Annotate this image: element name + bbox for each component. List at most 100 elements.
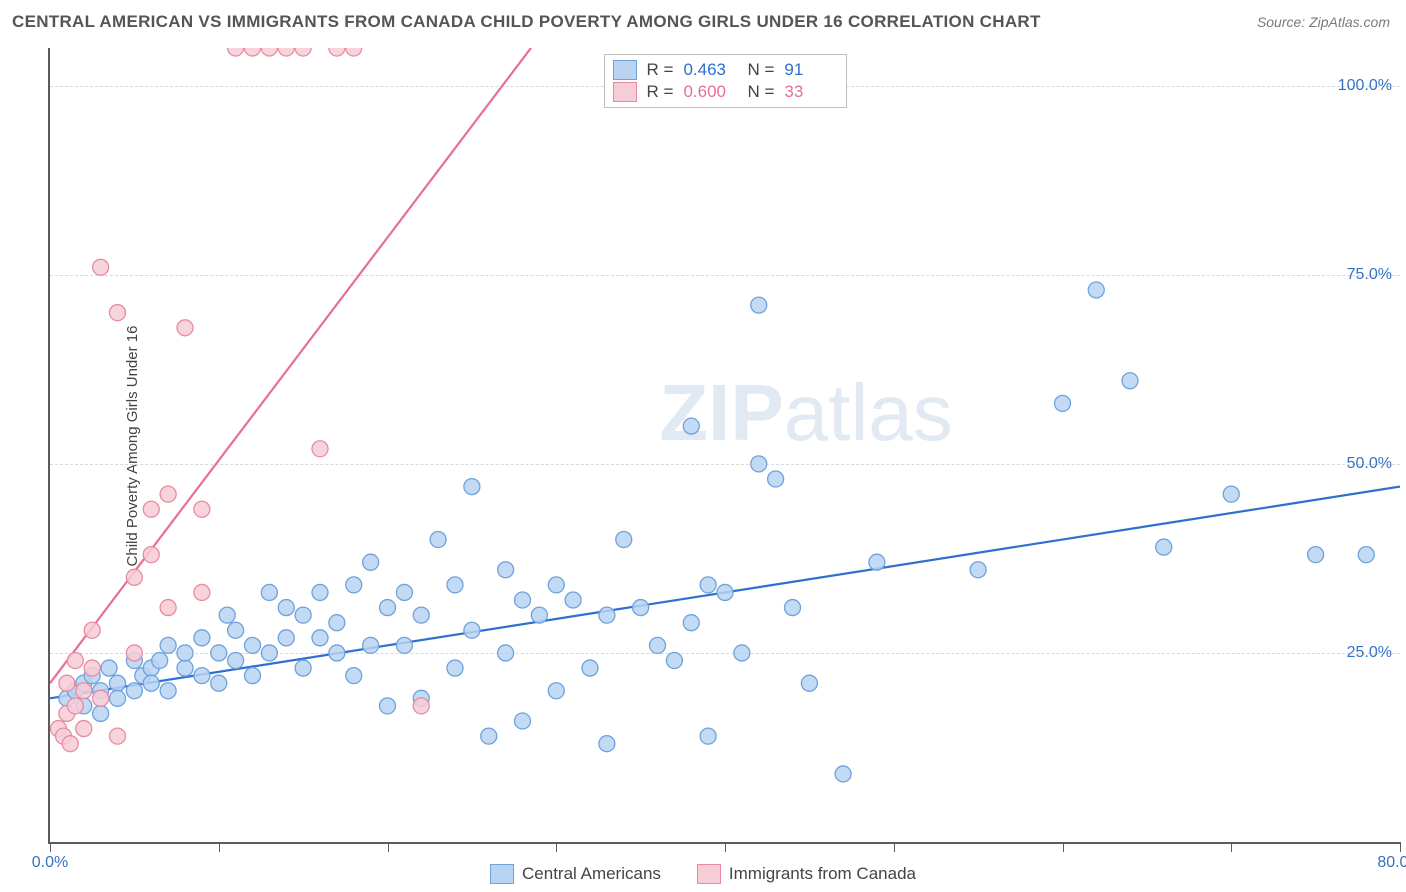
data-point xyxy=(295,660,311,676)
legend-label: Central Americans xyxy=(522,864,661,884)
x-tick xyxy=(1063,842,1064,852)
stat-r-value: 0.463 xyxy=(683,60,737,80)
x-tick-label: 80.0% xyxy=(1377,854,1406,872)
x-tick xyxy=(556,842,557,852)
data-point xyxy=(380,698,396,714)
data-point xyxy=(126,569,142,585)
data-point xyxy=(177,660,193,676)
chart-title: CENTRAL AMERICAN VS IMMIGRANTS FROM CANA… xyxy=(12,12,1041,31)
data-point xyxy=(177,645,193,661)
data-point xyxy=(110,305,126,321)
data-point xyxy=(194,584,210,600)
data-point xyxy=(734,645,750,661)
data-point xyxy=(245,48,261,56)
data-point xyxy=(970,562,986,578)
data-point xyxy=(481,728,497,744)
data-point xyxy=(464,622,480,638)
x-tick-label: 0.0% xyxy=(32,854,68,872)
data-point xyxy=(278,600,294,616)
data-point xyxy=(751,456,767,472)
data-point xyxy=(1122,373,1138,389)
data-point xyxy=(101,660,117,676)
data-point xyxy=(126,645,142,661)
stats-row: R =0.600N =33 xyxy=(613,81,839,103)
data-point xyxy=(464,479,480,495)
data-point xyxy=(346,668,362,684)
data-point xyxy=(295,48,311,56)
data-point xyxy=(228,653,244,669)
stat-r-label: R = xyxy=(647,60,674,80)
x-tick xyxy=(219,842,220,852)
data-point xyxy=(219,607,235,623)
data-point xyxy=(152,653,168,669)
data-point xyxy=(84,622,100,638)
data-point xyxy=(768,471,784,487)
legend-label: Immigrants from Canada xyxy=(729,864,916,884)
data-point xyxy=(582,660,598,676)
data-point xyxy=(110,728,126,744)
data-point xyxy=(329,645,345,661)
data-point xyxy=(633,600,649,616)
data-point xyxy=(329,48,345,56)
data-point xyxy=(498,562,514,578)
data-point xyxy=(295,607,311,623)
data-point xyxy=(1156,539,1172,555)
data-point xyxy=(413,607,429,623)
legend-swatch xyxy=(697,864,721,884)
x-tick xyxy=(725,842,726,852)
data-point xyxy=(211,645,227,661)
data-point xyxy=(447,660,463,676)
data-point xyxy=(67,698,83,714)
data-point xyxy=(785,600,801,616)
data-point xyxy=(869,554,885,570)
source-attribution: Source: ZipAtlas.com xyxy=(1257,14,1390,30)
data-point xyxy=(396,584,412,600)
data-point xyxy=(346,48,362,56)
data-point xyxy=(650,637,666,653)
data-point xyxy=(599,736,615,752)
data-point xyxy=(312,630,328,646)
data-point xyxy=(700,728,716,744)
data-point xyxy=(160,683,176,699)
data-point xyxy=(261,645,277,661)
x-tick xyxy=(1400,842,1401,852)
data-point xyxy=(59,675,75,691)
scatter-plot: 25.0%50.0%75.0%100.0%0.0%80.0% ZIPatlas … xyxy=(48,48,1400,844)
data-point xyxy=(616,532,632,548)
data-point xyxy=(380,600,396,616)
data-point xyxy=(498,645,514,661)
data-point xyxy=(194,668,210,684)
data-point xyxy=(751,297,767,313)
data-point xyxy=(93,705,109,721)
data-point xyxy=(447,577,463,593)
data-point xyxy=(76,683,92,699)
data-point xyxy=(312,584,328,600)
data-point xyxy=(278,630,294,646)
legend: Central Americans Immigrants from Canada xyxy=(490,864,916,884)
data-point xyxy=(67,653,83,669)
data-point xyxy=(1088,282,1104,298)
legend-swatch xyxy=(490,864,514,884)
plot-svg xyxy=(50,48,1400,842)
data-point xyxy=(1223,486,1239,502)
data-point xyxy=(228,622,244,638)
data-point xyxy=(143,675,159,691)
data-point xyxy=(1308,547,1324,563)
data-point xyxy=(228,48,244,56)
data-point xyxy=(160,600,176,616)
data-point xyxy=(84,660,100,676)
data-point xyxy=(110,690,126,706)
x-tick xyxy=(894,842,895,852)
data-point xyxy=(599,607,615,623)
data-point xyxy=(261,48,277,56)
stat-n-value: 91 xyxy=(784,60,838,80)
data-point xyxy=(548,683,564,699)
data-point xyxy=(194,630,210,646)
data-point xyxy=(93,690,109,706)
stat-r-label: R = xyxy=(647,82,674,102)
data-point xyxy=(1358,547,1374,563)
stat-n-value: 33 xyxy=(784,82,838,102)
data-point xyxy=(801,675,817,691)
data-point xyxy=(160,486,176,502)
data-point xyxy=(245,668,261,684)
